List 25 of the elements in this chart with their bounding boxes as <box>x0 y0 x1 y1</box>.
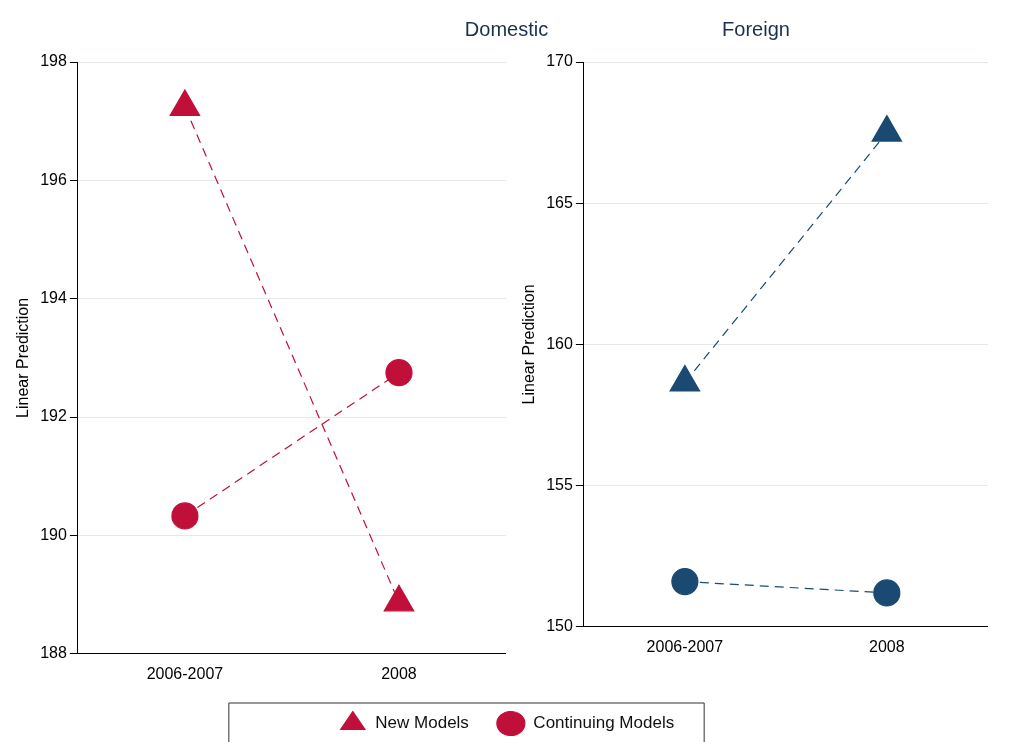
point <box>873 579 901 607</box>
y-tick-label: 188 <box>40 644 67 662</box>
y-tick-label: 160 <box>546 334 573 352</box>
x-tick-label: 2006-2007 <box>646 637 724 655</box>
point <box>671 568 699 596</box>
y-tick-label: 196 <box>40 170 67 188</box>
y-tick-label: 192 <box>40 407 67 425</box>
x-tick-label: 2008 <box>869 637 905 655</box>
y-axis-title: Linear Prediction <box>14 297 32 418</box>
point <box>385 359 413 387</box>
y-tick-label: 190 <box>40 525 67 543</box>
x-tick-label: 2006-2007 <box>146 664 224 682</box>
x-tick-label: 2008 <box>381 664 417 682</box>
point <box>171 502 199 530</box>
legend-label: New Models <box>375 713 469 733</box>
y-axis-title: Linear Prediction <box>520 284 538 405</box>
y-tick-label: 165 <box>546 193 573 211</box>
y-tick-label: 198 <box>40 52 67 70</box>
legend-label: Continuing Models <box>533 713 675 733</box>
y-tick-label: 150 <box>546 617 573 635</box>
chart-title: Foreign <box>722 17 790 40</box>
chart-title: Domestic <box>464 17 549 40</box>
y-tick-label: 170 <box>546 52 573 70</box>
y-tick-label: 155 <box>546 476 573 494</box>
y-tick-label: 194 <box>40 289 67 307</box>
